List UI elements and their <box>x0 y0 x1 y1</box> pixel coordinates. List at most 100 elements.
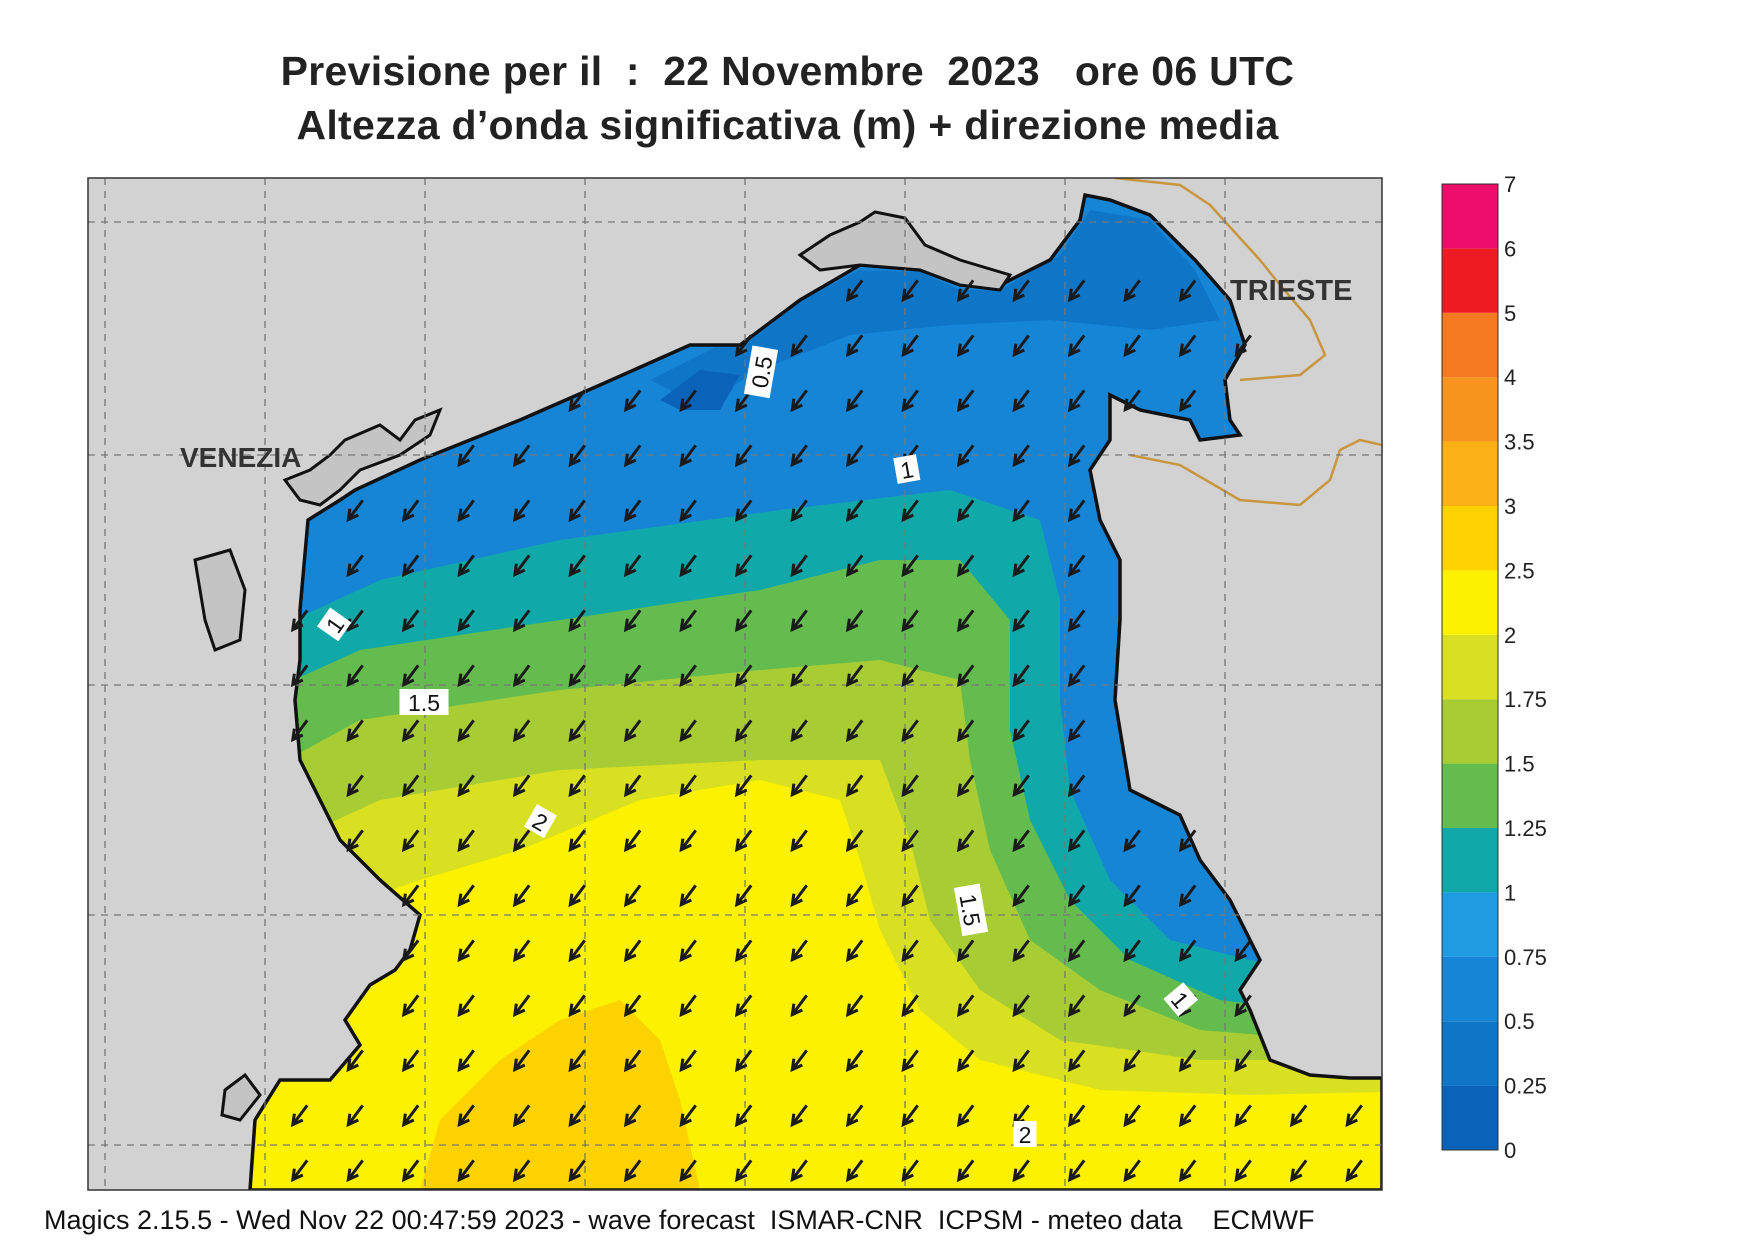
direction-arrow <box>569 609 586 631</box>
direction-arrowhead <box>290 673 304 688</box>
direction-arrow <box>1179 829 1197 851</box>
direction-arrowhead <box>679 398 692 413</box>
direction-arrow <box>957 389 975 411</box>
direction-arrow <box>402 939 420 961</box>
colorbar-swatch <box>1442 828 1498 893</box>
colorbar-legend: 0 0.25 0.5 0.75 1 1.25 1.5 1.75 2 2.5 3 3.5 4 5 6 7 <box>1441 172 1547 1163</box>
direction-arrowhead <box>901 1058 914 1073</box>
direction-arrow <box>680 939 697 961</box>
direction-arrow <box>846 389 864 411</box>
direction-arrowhead <box>1067 1003 1081 1018</box>
direction-arrowhead <box>790 728 803 743</box>
direction-arrowhead <box>568 453 581 468</box>
direction-arrow <box>791 609 808 631</box>
direction-arrow <box>1068 334 1086 356</box>
direction-arrow <box>291 1104 309 1126</box>
direction-arrowhead <box>623 948 637 963</box>
direction-arrow <box>1179 1104 1197 1126</box>
direction-arrowhead <box>290 1113 304 1128</box>
direction-arrow <box>458 609 475 631</box>
direction-arrowhead <box>901 838 914 853</box>
direction-arrowhead <box>790 948 803 963</box>
direction-arrowhead <box>512 508 526 523</box>
direction-arrow <box>957 774 975 796</box>
direction-arrowhead <box>845 893 859 908</box>
direction-arrowhead <box>956 673 970 688</box>
direction-arrow <box>957 554 975 576</box>
direction-arrow <box>846 279 864 301</box>
direction-arrow <box>513 774 531 796</box>
direction-arrowhead <box>1178 288 1192 303</box>
direction-arrow <box>680 1159 697 1181</box>
direction-arrow <box>735 499 753 521</box>
direction-arrowhead <box>845 728 859 743</box>
direction-arrow <box>1068 444 1086 466</box>
direction-arrowhead <box>679 1113 692 1128</box>
colorbar-swatch <box>1442 441 1498 506</box>
direction-arrow <box>680 774 697 796</box>
colorbar-tick-label: 1.25 <box>1504 816 1547 841</box>
direction-arrow <box>1068 774 1086 796</box>
direction-arrowhead <box>346 838 359 853</box>
direction-arrowhead <box>790 343 803 358</box>
direction-arrowhead <box>1234 948 1247 963</box>
direction-arrowhead <box>1012 508 1025 523</box>
direction-arrow <box>402 499 420 521</box>
direction-arrowhead <box>901 398 914 413</box>
direction-arrow <box>735 994 753 1016</box>
colorbar-tick-label: 0.5 <box>1504 1009 1535 1034</box>
direction-arrowhead <box>1178 838 1192 853</box>
direction-arrowhead <box>845 343 859 358</box>
direction-arrow <box>1179 939 1197 961</box>
direction-arrow <box>402 1049 420 1071</box>
direction-arrow <box>347 719 364 741</box>
direction-arrow <box>291 664 309 686</box>
direction-arrowhead <box>956 1058 970 1073</box>
direction-arrow <box>1179 1159 1197 1181</box>
direction-arrowhead <box>568 1168 581 1183</box>
direction-arrow <box>1124 389 1141 411</box>
direction-arrow <box>1235 939 1252 961</box>
direction-arrow <box>458 499 475 521</box>
direction-arrow <box>569 884 586 906</box>
direction-arrowhead <box>1123 1168 1136 1183</box>
direction-arrowhead <box>790 783 803 798</box>
direction-arrowhead <box>623 453 637 468</box>
direction-arrowhead <box>512 1168 526 1183</box>
direction-arrow <box>735 1104 753 1126</box>
direction-arrow <box>458 1049 475 1071</box>
direction-arrowhead <box>1123 1058 1136 1073</box>
direction-arrow <box>624 994 642 1016</box>
colorbar-swatch <box>1442 763 1498 828</box>
direction-arrow <box>1068 939 1086 961</box>
direction-arrow <box>458 664 475 686</box>
direction-arrow <box>1013 444 1030 466</box>
direction-arrow <box>1013 609 1030 631</box>
direction-arrow <box>791 444 808 466</box>
direction-arrowhead <box>568 893 581 908</box>
direction-arrowhead <box>1012 563 1025 578</box>
direction-arrowhead <box>1123 398 1136 413</box>
direction-arrow <box>1235 994 1252 1016</box>
direction-arrowhead <box>1289 1113 1303 1128</box>
direction-arrow <box>957 994 975 1016</box>
direction-arrowhead <box>568 1058 581 1073</box>
direction-arrow <box>458 444 475 466</box>
direction-arrowhead <box>734 1003 748 1018</box>
direction-arrowhead <box>956 618 970 633</box>
direction-arrow <box>458 994 475 1016</box>
direction-arrowhead <box>568 563 581 578</box>
direction-arrow <box>1124 1159 1141 1181</box>
direction-arrow <box>513 1104 531 1126</box>
direction-arrow <box>347 1049 364 1071</box>
direction-arrow <box>1290 1159 1308 1181</box>
direction-arrowhead <box>457 728 470 743</box>
colorbar-swatch <box>1442 1085 1498 1150</box>
direction-arrow <box>624 1159 642 1181</box>
direction-arrow <box>902 664 919 686</box>
direction-arrowhead <box>568 783 581 798</box>
direction-arrow <box>513 994 531 1016</box>
direction-arrow <box>957 499 975 521</box>
map-title-line1: Previsione per il : 22 Novembre 2023 ore… <box>280 48 1295 94</box>
direction-arrowhead <box>679 508 692 523</box>
